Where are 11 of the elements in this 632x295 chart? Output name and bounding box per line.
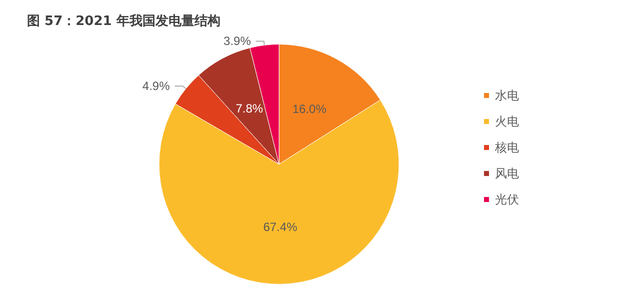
- chart-title: 图 57：2021 年我国发电量结构: [27, 13, 220, 29]
- legend-label: 水电: [495, 88, 519, 102]
- data-label: 7.8%: [236, 102, 264, 116]
- data-label: 67.4%: [263, 220, 298, 234]
- data-label: 4.9%: [142, 79, 170, 94]
- data-label: 3.9%: [224, 34, 252, 48]
- legend-label: 光伏: [495, 192, 519, 206]
- legend-label: 核电: [494, 140, 519, 154]
- legend-label: 火电: [495, 114, 519, 128]
- data-label: 16.0%: [292, 102, 327, 116]
- legend-label: 风电: [495, 166, 519, 180]
